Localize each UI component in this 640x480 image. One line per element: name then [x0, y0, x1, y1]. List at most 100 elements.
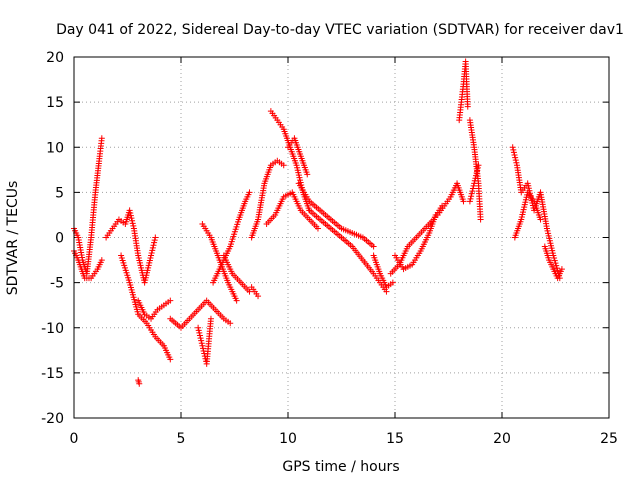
y-tick-label: -20 — [41, 411, 64, 427]
grid-lines — [74, 57, 609, 418]
data-point — [129, 217, 136, 224]
data-points — [71, 58, 565, 387]
data-point — [126, 207, 133, 214]
y-tick-label: 15 — [46, 95, 64, 111]
data-point — [304, 171, 311, 178]
series-track-m — [248, 157, 287, 241]
data-point — [475, 162, 482, 169]
data-point — [195, 327, 202, 334]
data-point — [200, 345, 207, 352]
series-track-c — [103, 207, 159, 286]
data-point — [128, 215, 135, 222]
series-track-p — [285, 135, 311, 178]
y-tick-label: 5 — [55, 185, 64, 201]
data-point — [227, 320, 234, 327]
data-point — [198, 340, 205, 347]
y-tick-label: 10 — [46, 140, 64, 156]
series-track-w — [456, 58, 471, 124]
data-point — [471, 180, 478, 187]
data-point — [460, 198, 467, 205]
data-point — [468, 190, 475, 197]
data-point — [149, 247, 156, 254]
plot-frame — [73, 56, 610, 419]
data-point — [477, 216, 484, 223]
series-track-q — [295, 180, 377, 250]
series-track-b — [71, 248, 105, 282]
series-track-h — [195, 315, 214, 367]
data-point — [149, 244, 156, 251]
data-point — [551, 255, 558, 262]
data-point — [370, 243, 377, 250]
data-point — [469, 188, 476, 195]
data-point — [98, 135, 105, 142]
data-point — [195, 324, 202, 331]
series-track-a — [71, 135, 105, 277]
data-point — [207, 315, 214, 322]
x-tick-label: 5 — [177, 431, 186, 447]
x-tick-label: 20 — [493, 431, 511, 447]
data-point — [196, 332, 203, 339]
data-point — [472, 175, 479, 182]
data-point — [127, 210, 134, 217]
data-point — [466, 198, 473, 205]
data-point — [467, 195, 474, 202]
data-point — [136, 380, 143, 387]
data-point — [389, 279, 396, 286]
data-point — [554, 267, 561, 274]
data-point — [150, 242, 157, 249]
series-track-l — [248, 284, 262, 300]
x-tick-label: 15 — [386, 431, 404, 447]
data-point — [470, 182, 477, 189]
series-track-x — [466, 117, 484, 223]
data-point — [551, 257, 558, 264]
data-point — [471, 177, 478, 184]
data-point — [510, 146, 517, 153]
series-track-o — [263, 189, 321, 232]
data-point — [246, 288, 253, 295]
data-point — [167, 356, 174, 363]
data-point — [468, 193, 475, 200]
x-tick-label: 0 — [70, 431, 79, 447]
data-point — [464, 103, 471, 110]
data-point — [151, 239, 158, 246]
data-point — [553, 265, 560, 272]
series-track-k — [220, 252, 253, 295]
data-point — [233, 297, 240, 304]
chart-title: Day 041 of 2022, Sidereal Day-to-day VTE… — [56, 22, 624, 38]
series-track-e — [135, 297, 174, 322]
y-tick-label: -10 — [41, 321, 64, 337]
data-point — [513, 159, 520, 166]
series-track-i — [199, 220, 240, 304]
series-track-g — [167, 297, 234, 331]
series-track-j — [210, 189, 253, 286]
series-track-ab — [541, 243, 565, 282]
data-point — [314, 225, 321, 232]
series-track-aa — [511, 189, 544, 241]
data-point — [550, 252, 557, 259]
data-point — [246, 189, 253, 196]
data-point — [469, 185, 476, 192]
series-track-d — [118, 252, 174, 363]
data-point — [511, 151, 518, 158]
data-point — [98, 257, 105, 264]
data-point — [152, 234, 159, 241]
data-point — [197, 335, 204, 342]
x-tick-label: 10 — [279, 431, 297, 447]
x-axis-label: GPS time / hours — [282, 459, 399, 475]
x-tick-label: 25 — [600, 431, 618, 447]
data-point — [148, 249, 155, 256]
data-point — [151, 237, 158, 244]
data-point — [510, 149, 517, 156]
data-point — [196, 329, 203, 336]
data-point — [198, 337, 205, 344]
data-point — [129, 220, 136, 227]
series-track-v — [434, 180, 467, 218]
y-tick-label: -15 — [41, 366, 64, 382]
data-point — [130, 222, 137, 229]
y-tick-labels: -20 -15 -10 -5 0 5 10 15 20 — [41, 50, 64, 427]
x-tick-labels: 0 5 10 15 20 25 — [70, 431, 618, 447]
data-point — [127, 212, 134, 219]
data-point — [473, 170, 480, 177]
series-track-f — [135, 377, 143, 387]
